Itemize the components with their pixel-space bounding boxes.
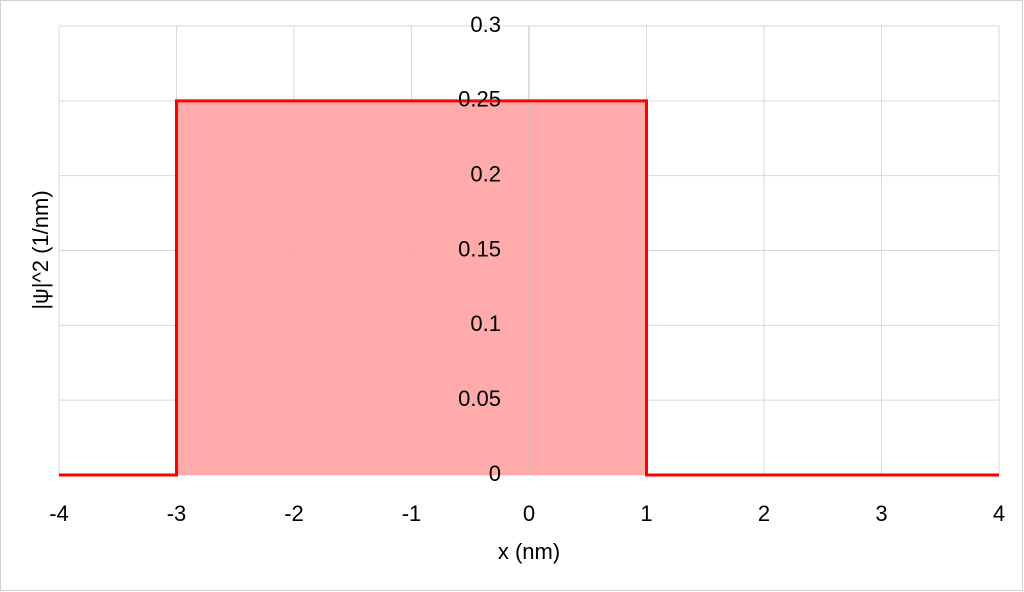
x-tick-label: -4: [49, 501, 69, 526]
y-tick-label: 0.2: [470, 161, 501, 186]
x-tick-label: 4: [993, 501, 1005, 526]
x-tick-label: -1: [402, 501, 422, 526]
y-tick-label: 0.25: [458, 87, 501, 112]
y-tick-label: 0: [489, 461, 501, 486]
x-tick-label: -2: [284, 501, 304, 526]
x-tick-label: 1: [640, 501, 652, 526]
y-tick-label: 0.3: [470, 12, 501, 37]
y-tick-label: 0.05: [458, 386, 501, 411]
x-tick-label: -3: [167, 501, 187, 526]
x-tick-label: 2: [758, 501, 770, 526]
x-axis-title: x (nm): [498, 539, 560, 564]
y-tick-label: 0.1: [470, 311, 501, 336]
x-tick-label: 0: [523, 501, 535, 526]
x-tick-label: 3: [875, 501, 887, 526]
area-line: [59, 99, 999, 477]
y-axis-title: |ψ|^2 (1/nm): [28, 190, 53, 309]
y-tick-label: 0.15: [458, 236, 501, 261]
